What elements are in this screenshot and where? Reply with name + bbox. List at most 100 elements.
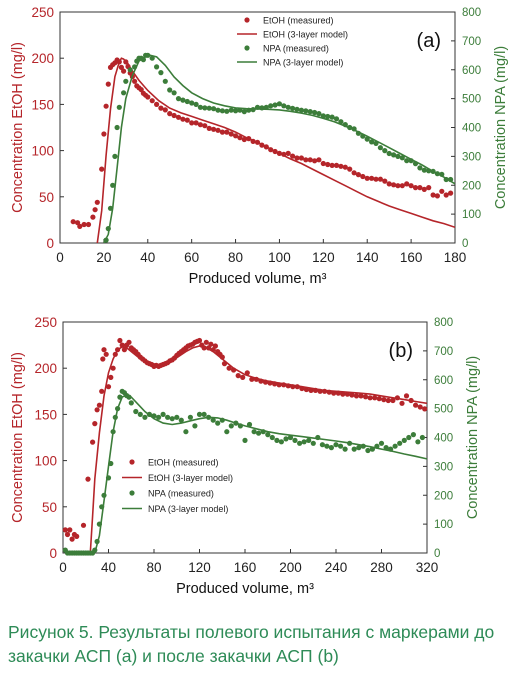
panel-a-etoh-measured-point [184,117,190,123]
panel-a-label: (a) [417,30,441,52]
panel-b-etoh-measured-point [235,373,241,379]
panel-a-y-left-tick-label: 100 [31,144,54,159]
panel-a-npa-measured-point [219,108,225,114]
panel-b-npa-measured-point [210,417,216,423]
panel-a-etoh-measured-point [342,164,348,170]
panel-a-etoh-measured-point [333,162,340,168]
panel-b-npa-measured-point [265,432,271,438]
panel-a-etoh-measured-point [412,185,419,191]
panel-a-etoh-measured-point [408,183,414,189]
panel-a-npa-measured-point [149,55,155,61]
panel-b-plot-frame [62,321,428,554]
panel-a-etoh-measured-point [162,107,168,113]
figure-caption: Рисунок 5. Результаты полевого испытания… [8,620,513,668]
chart-svg: 0 20 40 60 80 100 120 140 160 1800501001502002500… [10,5,509,597]
panel-b-npa-measured-point [378,440,385,446]
panel-a-etoh-measured-point [99,166,105,172]
panel-b-y-left-tick-label: 0 [49,546,57,561]
panel-a-npa-measured-point [285,104,291,110]
panel-b-etoh-measured-point [90,439,96,445]
panel-a-legend-npa-measured-swatch [244,45,250,51]
panel-a-npa-measured-point [417,165,423,171]
panel-a-etoh-measured-point [224,129,230,135]
panel-a-etoh-3-layer-model-line [96,57,455,243]
panel-b-y-right-tick-label: 200 [434,490,453,502]
panel-a-etoh-measured-point [211,126,217,132]
panel-a-npa-measured-point [386,150,392,157]
panel-b-legend-npa-3-layer-model-label: NPA (3-layer model) [148,504,228,514]
panel-a-etoh-measured-point [103,103,109,109]
panel-b-npa-measured-point [278,439,284,445]
panel-a-etoh-measured-point [145,94,151,100]
panel-b-npa-measured-point [406,434,412,441]
panel-a-npa-measured-point [123,78,129,84]
panel-a-etoh-measured-point [364,175,370,181]
panel-b-x-tick-label: 80 [146,560,161,575]
panel-b-etoh-measured-point [403,393,410,399]
panel-b-npa-measured-point [187,414,193,420]
panel-b-npa-measured-point [137,411,143,417]
panel-b-npa-measured-point [292,437,298,443]
panel-b-x-tick-label: 160 [234,560,257,575]
panel-b-npa-measured-point [256,430,262,436]
panel-b-etoh-measured-point [94,407,100,413]
panel-b-y-right-tick-label: 500 [434,404,453,416]
panel-a-etoh-measured-point [171,112,177,119]
panel-b-legend-npa-measured-swatch [129,490,135,496]
panel-a-etoh-measured-point [355,172,361,178]
panel-a-etoh-measured-point [426,185,432,191]
panel-a-y-left-axis-title: Concentration EtOH (mg/l) [10,42,26,213]
panel-b-legend-etoh-measured-swatch [129,459,135,465]
panel-b-npa-measured-point [333,442,339,448]
panel-b-npa-measured-point [128,400,134,406]
panel-b-npa-measured-point [246,421,253,428]
panel-a-y-left-tick-label: 200 [31,51,54,66]
panel-a-npa-measured-point [382,148,388,154]
panel-b-etoh-measured-point [100,356,106,362]
panel-b-y-left-tick-label: 100 [34,454,57,469]
panel-a-y-left-tick-label: 250 [31,5,54,20]
panel-a-npa-measured-point [268,103,274,109]
panel-b-etoh-measured-point [108,374,114,380]
panel-a-etoh-measured-point [404,181,410,187]
panel-a-npa-measured-point [298,107,304,113]
panel-a-npa-measured-point [303,108,309,114]
panel-a-y-right-tick-label: 600 [462,65,481,77]
panel-a-npa-measured-point [316,111,322,117]
panel-b-etoh-measured-point [367,395,373,401]
panel-b-npa-measured-point [183,429,189,435]
panel-b-npa-measured-point [324,443,330,449]
panel-a-etoh-measured-point [92,207,98,213]
panel-a-etoh-measured-point [382,178,388,184]
panel-b-etoh-measured-point [101,347,107,353]
panel-b-npa-measured-point [338,443,344,449]
panel-a-npa-measured-point [233,108,239,114]
panel-a-etoh-measured-point [132,78,138,84]
panel-b-y-right-tick-label: 400 [434,433,453,445]
panel-b-etoh-measured-point [208,341,214,347]
panel-a-npa-measured-point [228,107,234,113]
panel-a-npa-measured-point [421,167,427,173]
panel-b-etoh-measured-point [67,527,73,533]
panel-a-etoh-measured-point [434,193,440,199]
panel-b-etoh-measured-point [74,533,80,540]
panel-a-etoh-measured-point [303,157,309,163]
panel-a-etoh-measured-point [193,120,199,126]
panel-a-etoh-measured-point [285,150,291,156]
panel-b-npa-measured-point [160,411,166,417]
panel-a-legend-etoh-measured-label: EtOH (measured) [263,16,334,26]
panel-b-etoh-measured-point [417,404,423,410]
panel-a-legend-npa-measured-label: NPA (measured) [263,44,329,54]
panel-b-y-right-tick-label: 300 [434,461,453,473]
panel-a-npa-measured-point [391,152,397,158]
panel-b-npa-measured-point [383,445,389,451]
panel-a-etoh-measured-point [70,219,76,225]
panel-a-etoh-measured-point [417,185,423,191]
panel-a-etoh-measured-point [189,120,195,126]
panel-b-x-tick-label: 240 [325,560,348,575]
panel-a-y-left-tick-label: 150 [31,97,54,112]
panel-b-y-right-tick-label: 600 [434,375,453,387]
panel-b-npa-measured-point [415,439,421,445]
panel-b-npa-measured-point [365,447,371,454]
panel-b-x-tick-label: 120 [188,560,211,575]
